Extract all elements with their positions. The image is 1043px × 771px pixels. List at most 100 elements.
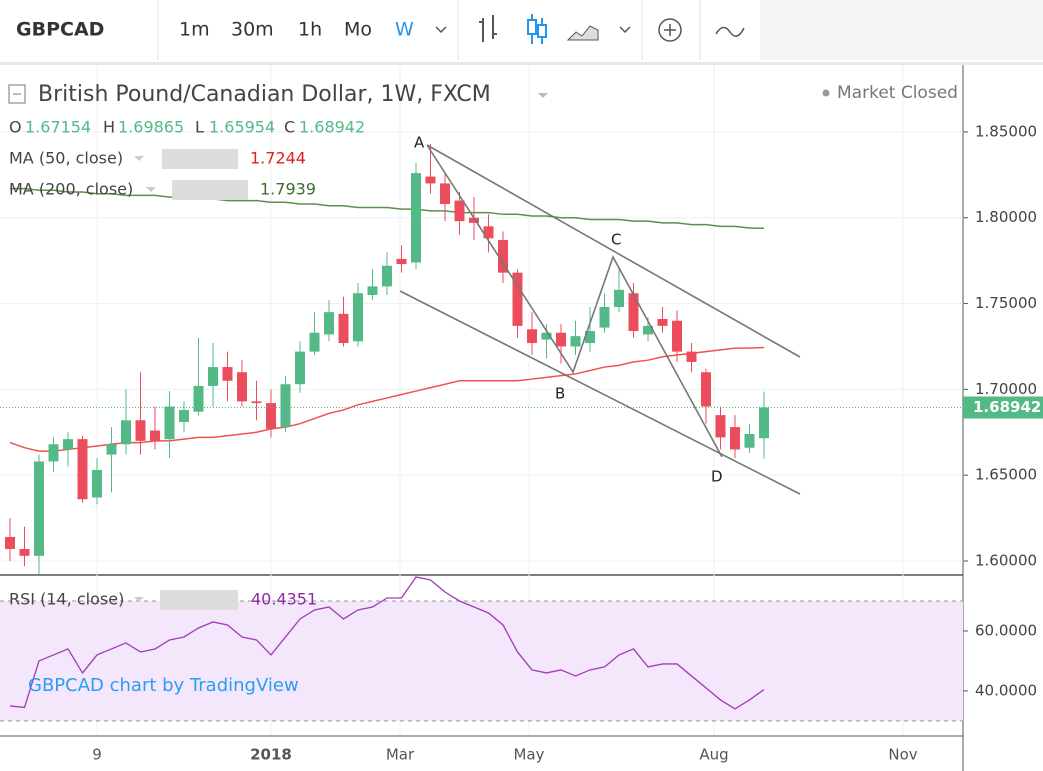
annotation: A xyxy=(414,134,425,152)
ohlc-label: H xyxy=(103,118,115,137)
candle-body xyxy=(353,293,363,342)
candle-body xyxy=(367,286,378,295)
candle-body xyxy=(266,403,276,429)
y-tick-label: 1.65000 xyxy=(975,466,1037,484)
interval[interactable]: 1h xyxy=(298,19,322,41)
drawing xyxy=(399,144,801,495)
candle-body xyxy=(498,240,508,273)
bar-icon[interactable] xyxy=(479,15,497,42)
candle-body xyxy=(77,439,88,500)
last-price-label: 1.68942 xyxy=(973,398,1041,416)
annotation: C xyxy=(611,231,621,249)
interval-active[interactable]: W xyxy=(395,19,414,41)
area-icon[interactable] xyxy=(566,25,599,41)
candle-body xyxy=(686,351,697,362)
candle-body xyxy=(599,306,610,328)
candle-body xyxy=(164,406,175,440)
candle-body xyxy=(237,372,247,402)
candle-body xyxy=(193,385,204,412)
candle-body xyxy=(295,351,305,385)
indicator-value: 1.7244 xyxy=(250,149,306,168)
dropdown[interactable] xyxy=(435,26,447,34)
legend-buttons[interactable] xyxy=(162,149,238,169)
plot xyxy=(0,143,963,722)
y-tick-label: 1.75000 xyxy=(975,294,1037,312)
interval[interactable]: Mo xyxy=(344,19,372,41)
candle-body xyxy=(512,272,523,326)
x-tick-label: 9 xyxy=(92,746,102,764)
candle-body xyxy=(614,289,624,307)
status-dot xyxy=(822,89,830,97)
y-tick-label: 60.0000 xyxy=(975,621,1037,639)
add-icon xyxy=(664,24,676,36)
candle-body xyxy=(715,415,726,438)
candle-body xyxy=(179,409,189,422)
x-tick-label: Nov xyxy=(888,746,917,764)
ohlc-value: 1.68942 xyxy=(299,118,365,137)
y-tick-label: 1.70000 xyxy=(975,380,1037,398)
y-tick-label: 1.80000 xyxy=(975,208,1037,226)
indicator-icon[interactable] xyxy=(715,26,745,37)
candle-body xyxy=(251,401,262,404)
candle-body xyxy=(527,329,537,344)
candle-body xyxy=(19,548,30,556)
annotation: D xyxy=(711,468,723,486)
candle-body xyxy=(63,439,73,450)
candle-body xyxy=(48,444,59,462)
x-tick-label: May xyxy=(513,746,544,764)
ohlc-label: C xyxy=(284,118,295,137)
candle-body xyxy=(454,200,465,222)
candle-icon[interactable] xyxy=(537,24,547,38)
ohlc-value: 1.65954 xyxy=(209,118,275,137)
abcd-path xyxy=(426,144,723,458)
candle-body xyxy=(657,319,668,326)
symbol[interactable]: GBPCAD xyxy=(16,19,104,41)
candle-body xyxy=(324,312,334,335)
x-tick-label: Mar xyxy=(386,746,415,764)
dropdown[interactable] xyxy=(619,26,631,34)
add-icon[interactable] xyxy=(658,18,682,42)
candle-body xyxy=(5,536,15,549)
candle-body xyxy=(483,226,494,239)
ohlc-label: O xyxy=(9,118,22,137)
watermark: GBPCAD chart by TradingView xyxy=(28,675,299,696)
legend-buttons xyxy=(134,149,248,610)
candle-body xyxy=(759,407,769,439)
candle-body xyxy=(469,217,479,223)
candle-icon[interactable] xyxy=(527,19,537,35)
indicator-value: 1.7939 xyxy=(260,180,316,199)
candle-body xyxy=(92,470,102,498)
dropdown[interactable] xyxy=(538,93,548,98)
candle-body xyxy=(585,331,595,344)
candle-body xyxy=(643,325,653,335)
legend-buttons[interactable] xyxy=(172,180,248,200)
trendline xyxy=(399,290,801,495)
candle-body xyxy=(34,461,44,556)
candle-body xyxy=(570,336,581,347)
y-tick-label: 1.85000 xyxy=(975,122,1037,140)
indicator-name: MA (50, close) xyxy=(9,149,123,168)
candle-body xyxy=(672,320,682,352)
interval[interactable]: 1m xyxy=(179,19,210,41)
ohlc-label: L xyxy=(195,118,204,137)
ohlc-value: 1.67154 xyxy=(25,118,91,137)
y-tick-label: 40.0000 xyxy=(975,681,1037,699)
collapse-icon[interactable] xyxy=(8,84,26,104)
toolbar-bg xyxy=(0,0,760,60)
candle-body xyxy=(150,430,160,441)
rsi-line xyxy=(9,576,765,710)
market-status: Market Closed xyxy=(837,83,958,103)
interval[interactable]: 30m xyxy=(231,19,274,41)
ohlc-value: 1.69865 xyxy=(118,118,184,137)
candle-body xyxy=(280,384,291,428)
trendline xyxy=(426,144,801,358)
indicator-value: 40.4351 xyxy=(251,590,317,609)
candle-body xyxy=(121,420,131,445)
candle-body xyxy=(440,183,450,205)
legend-buttons[interactable] xyxy=(160,590,238,610)
candle-body xyxy=(208,367,218,386)
candle-body xyxy=(396,258,407,265)
indicator-name: MA (200, close) xyxy=(9,180,133,199)
